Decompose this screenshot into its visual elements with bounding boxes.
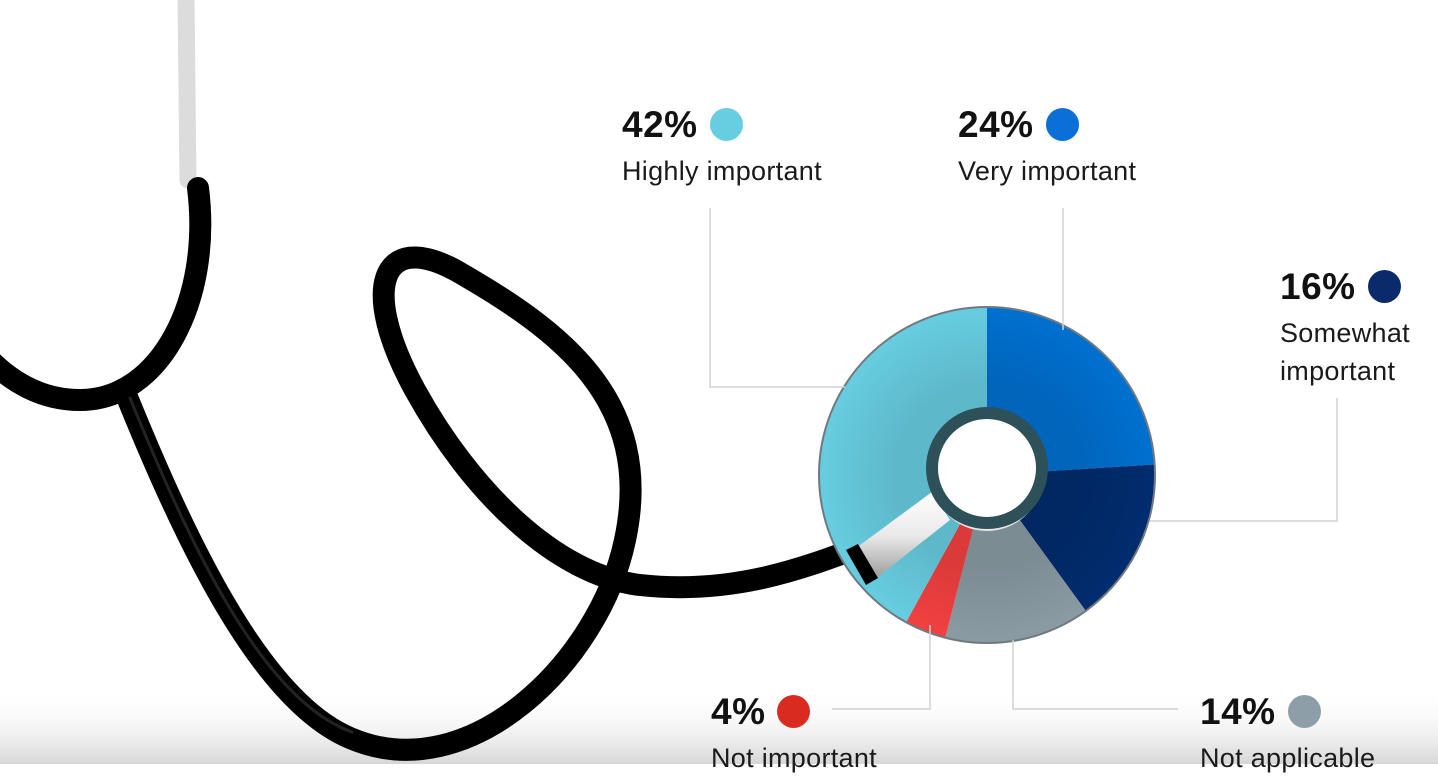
chestpiece-stem bbox=[846, 492, 950, 585]
very-percent: 24% bbox=[958, 104, 1034, 145]
chestpiece-ring bbox=[926, 407, 1048, 529]
label-not-applicable: 14% Not applicable bbox=[1200, 693, 1375, 777]
highly-label: Highly important bbox=[622, 156, 822, 186]
stethoscope-tubing bbox=[0, 177, 876, 761]
notimp-percent: 4% bbox=[711, 691, 766, 732]
highly-legend-dot bbox=[709, 108, 743, 141]
label-somewhat-important: 16% Somewhat important bbox=[1280, 268, 1438, 390]
notapp-label: Not applicable bbox=[1200, 743, 1376, 773]
somewhat-percent: 16% bbox=[1280, 266, 1356, 307]
label-not-important: 4% Not important bbox=[711, 693, 877, 777]
very-legend-dot bbox=[1045, 108, 1079, 141]
donut-rim bbox=[818, 306, 1156, 644]
leader-notapp bbox=[1012, 640, 1178, 710]
very-label: Very important bbox=[958, 156, 1137, 186]
notapp-legend-dot bbox=[1287, 695, 1321, 728]
earpiece-tube bbox=[177, 0, 197, 189]
notapp-percent: 14% bbox=[1200, 691, 1276, 732]
notimp-legend-dot bbox=[777, 695, 811, 728]
leader-somewhat bbox=[1150, 398, 1338, 522]
label-highly-important: 42% Highly important bbox=[622, 106, 822, 190]
floor-shadow bbox=[0, 690, 1438, 764]
somewhat-legend-dot bbox=[1367, 270, 1401, 303]
leader-highly bbox=[709, 208, 845, 388]
leader-lines bbox=[709, 208, 1338, 710]
somewhat-label: Somewhat important bbox=[1280, 318, 1410, 386]
highly-percent: 42% bbox=[622, 104, 698, 145]
label-very-important: 24% Very important bbox=[958, 106, 1136, 190]
leader-notimp bbox=[832, 625, 931, 710]
notimp-label: Not important bbox=[711, 743, 877, 773]
